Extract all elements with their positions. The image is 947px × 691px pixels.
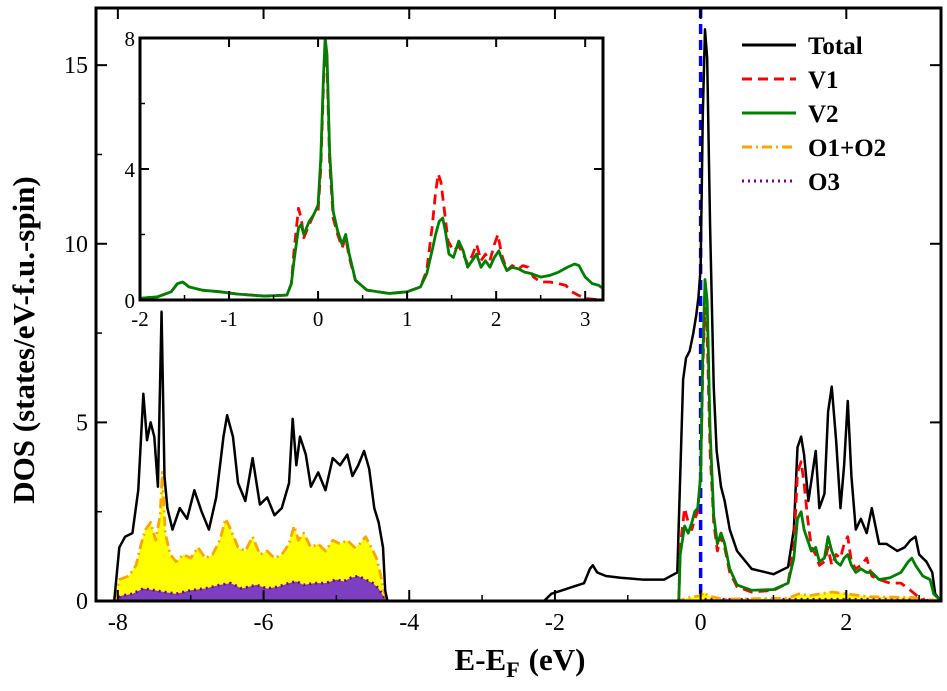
x-axis-title: E-EF (eV): [455, 642, 586, 682]
x-axis-title-unit: (eV): [529, 642, 586, 677]
main-fill-areas: [96, 472, 941, 601]
legend-label: Total: [808, 33, 863, 60]
legend-label: O1+O2: [808, 135, 886, 162]
y-tick-label: 15: [64, 53, 88, 79]
fill-o1-o2: [96, 472, 941, 601]
legend-item-v1: V1: [742, 67, 839, 94]
y-axis-title: DOS (states/eV-f.u.-spin): [6, 176, 41, 504]
x-tick-label: 2: [840, 610, 852, 636]
y-tick-label: 10: [64, 232, 88, 258]
inset-axis-ticks: -2 -1 0 1 2 3 0 4 8: [125, 27, 603, 331]
x-axis-title-main: E-E: [455, 642, 507, 677]
legend-label: V2: [808, 101, 839, 128]
inset-x-tick-label: -2: [131, 307, 149, 331]
fill-o3: [96, 575, 941, 601]
legend-item-o1-o2: O1+O2: [742, 135, 886, 162]
legend-label: O3: [808, 169, 840, 196]
y-tick-label: 0: [76, 589, 88, 615]
inset-x-tick-label: 0: [313, 307, 324, 331]
inset-y-tick-label: 4: [125, 158, 136, 182]
main-series-lines: [96, 28, 942, 603]
legend-item-v2: V2: [742, 101, 839, 128]
inset-x-tick-label: 1: [402, 307, 413, 331]
inset-line-v2: [139, 36, 604, 300]
y-tick-label: 5: [76, 410, 88, 436]
inset-x-tick-label: -1: [220, 307, 238, 331]
legend: Total V1 V2 O1+O2 O3: [742, 33, 886, 196]
x-tick-label: -2: [545, 610, 565, 636]
series-line-v2: [677, 278, 942, 602]
inset-series-lines: [139, 36, 604, 301]
legend-item-o3: O3: [742, 169, 840, 196]
legend-label: V1: [808, 67, 839, 94]
x-tick-label: -4: [399, 610, 419, 636]
inset-x-tick-label: 2: [491, 307, 502, 331]
x-tick-label: 0: [695, 610, 707, 636]
main-plot-frame: [94, 6, 943, 603]
inset-background: [140, 38, 603, 300]
x-tick-label: -8: [108, 610, 128, 636]
inset-y-tick-label: 0: [125, 289, 136, 313]
inset-x-tick-label: 3: [580, 307, 591, 331]
legend-item-total: Total: [742, 33, 863, 60]
series-line-o1-o2: [96, 470, 942, 603]
inset-plot: -2 -1 0 1 2 3 0 4 8: [125, 27, 605, 331]
series-line-total: [96, 28, 942, 603]
inset-y-tick-label: 8: [125, 27, 136, 51]
x-axis-title-subscript: F: [506, 657, 519, 682]
x-tick-label: -6: [254, 610, 274, 636]
